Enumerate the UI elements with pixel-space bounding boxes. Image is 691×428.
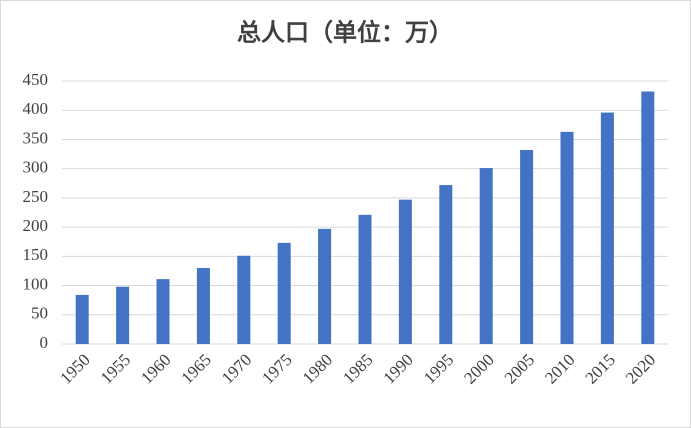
bar	[156, 279, 170, 344]
bar	[479, 168, 493, 344]
bar	[439, 185, 453, 344]
bar	[196, 268, 210, 344]
bar	[641, 91, 655, 345]
bar	[398, 199, 412, 344]
bar	[116, 286, 130, 344]
y-tick-label: 50	[31, 304, 48, 323]
bar	[560, 131, 574, 344]
y-tick-label: 400	[23, 99, 49, 118]
chart-title: 总人口（单位：万）	[237, 19, 453, 47]
y-tick-label: 200	[23, 216, 49, 235]
bar	[277, 242, 291, 344]
y-tick-label: 0	[40, 333, 49, 352]
y-tick-label: 100	[23, 274, 49, 293]
bar	[520, 149, 534, 344]
y-tick-label: 350	[23, 128, 49, 147]
y-tick-label: 450	[23, 70, 49, 89]
y-tick-label: 300	[23, 158, 49, 177]
bar	[237, 255, 251, 344]
bar	[75, 294, 89, 344]
y-tick-label: 250	[23, 187, 49, 206]
bar	[358, 214, 372, 344]
y-tick-label: 150	[23, 245, 49, 264]
bar	[318, 228, 332, 344]
bar	[600, 112, 614, 344]
